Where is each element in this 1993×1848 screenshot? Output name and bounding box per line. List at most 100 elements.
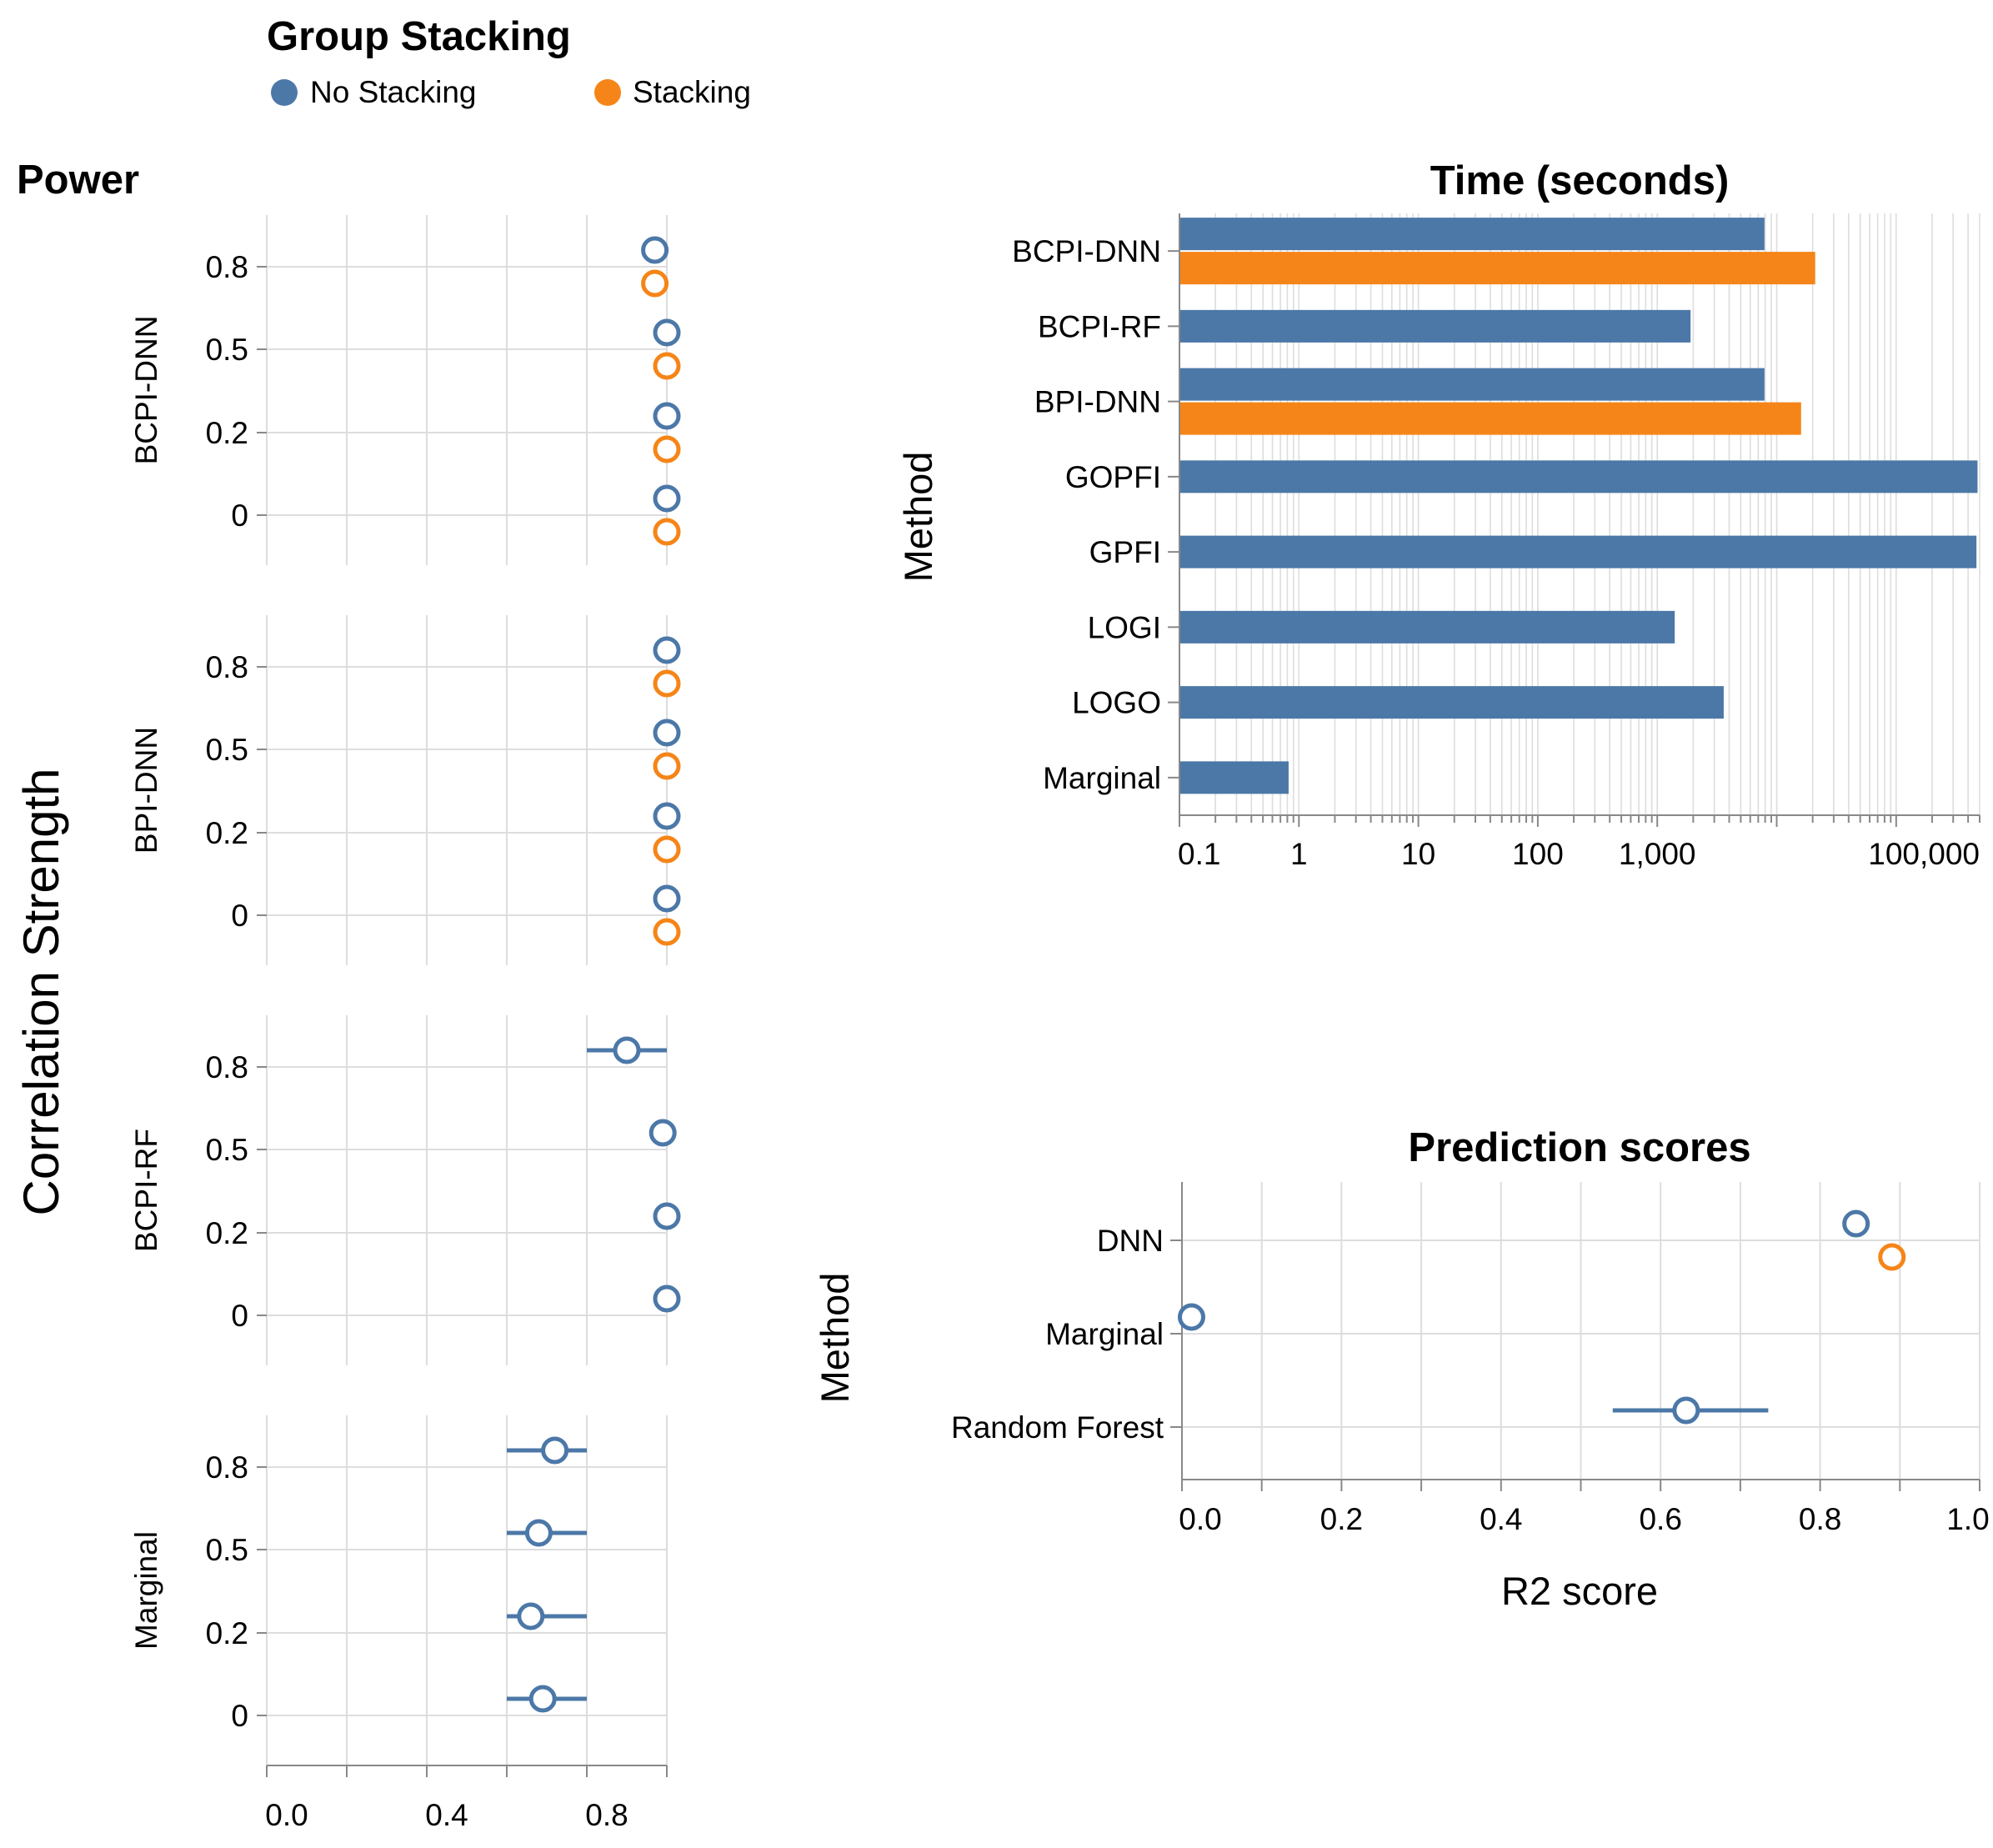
prediction-point-marginal-no-stacking (1177, 1303, 1205, 1331)
prediction-title: Prediction scores (1408, 1125, 1750, 1170)
time-bar-gpfi-no-stacking (1179, 535, 1977, 568)
prediction-x-tick-label: 0.6 (1639, 1502, 1681, 1536)
power-x-tick-label: 0.4 (425, 1798, 468, 1832)
prediction-scores-chart: Prediction scores Method R2 score DNN Mar… (813, 1125, 1990, 1613)
power-facet-bcpi-rf: 0.8 0.5 0.2 0 BCPI-RF (129, 1015, 681, 1365)
power-y-tick-label: 0 (231, 1299, 248, 1333)
power-y-tick-label: 0.2 (206, 416, 248, 450)
power-chart: Power Correlation Strength 0.8 0.5 0.2 0 BCP… (13, 158, 681, 1832)
power-point-no-stacking (613, 1036, 641, 1064)
power-point-no-stacking (641, 236, 669, 264)
prediction-method-axis-title: Method (813, 1273, 857, 1404)
time-category-label-marginal: Marginal (1043, 761, 1161, 795)
prediction-category-label-marginal: Marginal (1045, 1317, 1164, 1351)
time-category-label-gopfi: GOPFI (1065, 460, 1161, 494)
power-point-no-stacking (653, 1285, 681, 1313)
time-category-label-bcpi-dnn: BCPI-DNN (1012, 234, 1161, 268)
time-x-tick-label: 0.1 (1178, 837, 1220, 871)
power-y-tick-label: 0.8 (206, 250, 248, 284)
power-x-axis: 0.0 0.4 0.8 (265, 1765, 668, 1832)
power-point-no-stacking (517, 1602, 545, 1630)
power-y-tick-label: 0.2 (206, 816, 248, 850)
power-y-tick-label: 0.5 (206, 333, 248, 367)
time-chart: Time (seconds) Method 0.1 1 10 100 1,000 100,… (896, 158, 1980, 871)
power-y-tick-label: 0 (231, 899, 248, 933)
power-point-stacking (653, 435, 681, 463)
time-x-tick-label: 1,000 (1619, 837, 1696, 871)
r2-score-axis-title: R2 score (1501, 1569, 1658, 1613)
prediction-point-dnn-no-stacking (1842, 1209, 1870, 1238)
power-y-tick-label: 0.2 (206, 1216, 248, 1250)
power-point-stacking (653, 752, 681, 780)
time-bar-bcpi-dnn-no-stacking (1179, 218, 1765, 251)
power-point-stacking (653, 669, 681, 698)
prediction-x-tick-label: 0.2 (1320, 1502, 1363, 1536)
power-facet-label-bcpi-dnn: BCPI-DNN (129, 316, 163, 465)
power-point-stacking (653, 352, 681, 380)
time-title: Time (seconds) (1430, 158, 1730, 203)
legend-label-no-stacking: No Stacking (310, 75, 477, 109)
power-point-no-stacking (653, 802, 681, 830)
time-category-label-bcpi-rf: BCPI-RF (1038, 309, 1161, 343)
power-y-tick-label: 0.8 (206, 1050, 248, 1084)
power-point-no-stacking (653, 318, 681, 347)
power-point-no-stacking (528, 1685, 557, 1713)
power-point-stacking (653, 918, 681, 946)
power-x-tick-label: 0.0 (265, 1798, 308, 1832)
power-facet-bcpi-dnn: 0.8 0.5 0.2 0 BCPI-DNN (129, 215, 681, 565)
time-bar-logo-no-stacking (1179, 686, 1724, 719)
power-point-no-stacking (653, 1202, 681, 1230)
legend-label-stacking: Stacking (633, 75, 751, 109)
power-facet-bpi-dnn: 0.8 0.5 0.2 0 BPI-DNN (129, 615, 681, 965)
legend-marker-stacking (594, 79, 621, 106)
power-point-no-stacking (653, 402, 681, 430)
correlation-strength-axis-title: Correlation Strength (13, 769, 69, 1216)
time-x-tick-label: 100 (1512, 837, 1564, 871)
prediction-category-label-random-forest: Random Forest (951, 1410, 1164, 1445)
legend: Group Stacking No Stacking Stacking (267, 14, 751, 109)
legend-title: Group Stacking (267, 14, 571, 59)
time-bar-marginal-no-stacking (1179, 761, 1289, 794)
time-category-label-bpi-dnn: BPI-DNN (1034, 385, 1161, 419)
power-y-tick-label: 0.5 (206, 733, 248, 767)
time-category-label-logo: LOGO (1072, 686, 1161, 720)
power-y-tick-label: 0 (231, 1699, 248, 1733)
time-bar-bcpi-rf-no-stacking (1179, 309, 1691, 343)
power-point-no-stacking (653, 636, 681, 664)
prediction-category-label-dnn: DNN (1097, 1224, 1164, 1258)
time-bar-bpi-dnn-stacking (1179, 402, 1801, 435)
time-bar-bpi-dnn-no-stacking (1179, 368, 1765, 401)
power-point-stacking (653, 835, 681, 864)
power-y-tick-label: 0.5 (206, 1133, 248, 1167)
power-point-no-stacking (524, 1519, 553, 1547)
prediction-point-dnn-stacking (1878, 1243, 1906, 1271)
power-point-no-stacking (648, 1119, 677, 1147)
time-bar-bcpi-dnn-stacking (1179, 252, 1815, 285)
power-point-no-stacking (653, 719, 681, 747)
prediction-x-tick-label: 0.4 (1480, 1502, 1522, 1536)
time-category-label-gpfi: GPFI (1089, 535, 1161, 569)
power-facets: 0.80.50.20BCPI-DNN0.80.50.20BPI-DNN0.80.… (129, 215, 681, 1765)
power-facet-label-bcpi-rf: BCPI-RF (129, 1129, 163, 1252)
prediction-x-tick-label: 1.0 (1946, 1502, 1989, 1536)
time-category-label-logi: LOGI (1088, 610, 1161, 644)
power-title: Power (17, 158, 139, 203)
power-y-tick-label: 0 (231, 498, 248, 533)
power-y-tick-label: 0.2 (206, 1616, 248, 1650)
power-y-tick-label: 0.8 (206, 650, 248, 684)
power-y-tick-label: 0.8 (206, 1450, 248, 1485)
power-point-stacking (653, 518, 681, 546)
prediction-x-tick-label: 0.8 (1799, 1502, 1841, 1536)
time-x-tick-label: 10 (1401, 837, 1435, 871)
power-x-tick-label: 0.8 (585, 1798, 628, 1832)
power-point-stacking (641, 269, 669, 298)
time-method-axis-title: Method (896, 452, 940, 583)
time-bar-gopfi-no-stacking (1179, 460, 1978, 493)
power-point-no-stacking (653, 484, 681, 513)
power-facet-marginal: 0.8 0.5 0.2 0 Marginal (129, 1415, 668, 1765)
prediction-x-tick-label: 0.0 (1179, 1502, 1221, 1536)
time-bar-logi-no-stacking (1179, 610, 1675, 644)
time-plot: 0.1 1 10 100 1,000 100,000 BCPI-DNN BCPI-RF BPI-… (1012, 213, 1980, 871)
power-facet-label-marginal: Marginal (129, 1531, 163, 1650)
